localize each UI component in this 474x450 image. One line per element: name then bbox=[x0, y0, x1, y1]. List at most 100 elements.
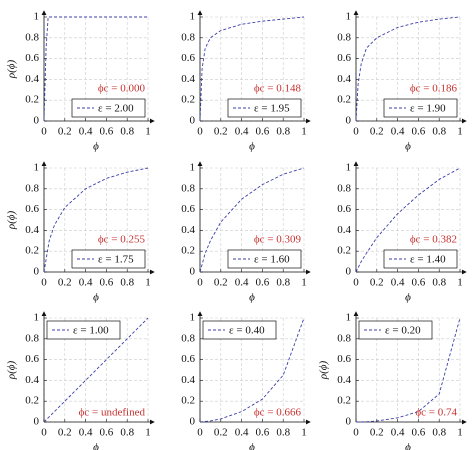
legend-box bbox=[71, 249, 146, 269]
legend: ε = 1.90 bbox=[383, 98, 458, 118]
subplot: 0 0.2 0.4 0.6 0.8 1 0 0.2 0.4 0.6 0.8 1 ϕ ρ(ϕ) ε = 1.0… bbox=[6, 311, 155, 450]
y-tick-label: 0.6 bbox=[25, 203, 39, 215]
y-tick-label: 0.8 bbox=[181, 31, 195, 43]
x-tick-label: 0.2 bbox=[58, 126, 72, 138]
y-tick-label: 0 bbox=[34, 416, 40, 428]
legend: ε = 1.95 bbox=[227, 98, 302, 118]
data-line bbox=[43, 317, 149, 423]
data-line bbox=[43, 16, 148, 122]
y-tick-label: 1 bbox=[34, 312, 40, 324]
x-tick-label: 0.8 bbox=[276, 277, 290, 289]
x-tick-label: 0.4 bbox=[235, 126, 249, 138]
y-tick-label: 0.8 bbox=[337, 182, 351, 194]
legend-box bbox=[227, 98, 302, 118]
x-tick-label: 0.8 bbox=[432, 277, 446, 289]
annotation: ϕc = 0.186 bbox=[410, 83, 458, 95]
legend-box bbox=[358, 320, 433, 340]
y-tick-label: 0.2 bbox=[25, 94, 39, 106]
x-tick-label: 0.8 bbox=[432, 126, 446, 138]
x-tick-label: 0.4 bbox=[391, 427, 405, 439]
legend-label: ε = 1.90 bbox=[410, 103, 446, 115]
y-tick-label: 1 bbox=[34, 11, 40, 23]
x-tick-label: 0.4 bbox=[79, 277, 93, 289]
data-line bbox=[43, 167, 149, 273]
subplot: 0 0.2 0.4 0.6 0.8 1 0 0.2 0.4 0.6 0.8 1 ϕ ε = 0.40 ϕc … bbox=[181, 311, 311, 450]
x-axis-label: ϕ bbox=[405, 141, 411, 153]
legend-label: ε = 1.95 bbox=[254, 103, 290, 115]
y-tick-label: 0.2 bbox=[181, 245, 195, 257]
data-line bbox=[199, 16, 305, 122]
x-tick-label: 0.4 bbox=[235, 277, 249, 289]
y-tick-label: 0.6 bbox=[181, 52, 195, 64]
subplot: 0 0.2 0.4 0.6 0.8 1 0 0.2 0.4 0.6 0.8 1 ϕ ρ(ϕ) ε = 0.2… bbox=[318, 311, 467, 450]
legend-label: ε = 0.20 bbox=[385, 325, 421, 337]
data-line bbox=[356, 317, 461, 423]
y-tick-label: 1 bbox=[346, 162, 352, 174]
legend: ε = 0.40 bbox=[202, 320, 277, 340]
x-tick-label: 0 bbox=[353, 427, 359, 439]
y-tick-label: 0 bbox=[346, 115, 352, 127]
annotation: ϕc = 0.666 bbox=[254, 407, 302, 419]
x-tick-label: 0.6 bbox=[412, 427, 426, 439]
annotation: ϕc = 0.309 bbox=[254, 234, 302, 246]
x-axis-label: ϕ bbox=[93, 292, 99, 304]
x-tick-label: 0 bbox=[41, 427, 47, 439]
x-tick-label: 0 bbox=[197, 427, 203, 439]
y-axis-label: ρ(ϕ) bbox=[6, 60, 18, 80]
x-tick-label: 1 bbox=[145, 126, 151, 138]
x-tick-label: 0.4 bbox=[391, 126, 405, 138]
y-tick-label: 0.8 bbox=[25, 182, 39, 194]
data-line bbox=[199, 317, 305, 423]
annotation: ϕc = 0.382 bbox=[410, 234, 457, 246]
legend: ε = 1.60 bbox=[227, 249, 302, 269]
x-tick-label: 0.8 bbox=[276, 427, 290, 439]
x-tick-label: 0.6 bbox=[100, 126, 114, 138]
legend: ε = 2.00 bbox=[71, 98, 146, 118]
data-line bbox=[355, 167, 461, 273]
legend: ε = 1.00 bbox=[46, 320, 121, 340]
y-tick-label: 0.6 bbox=[337, 203, 351, 215]
x-tick-label: 1 bbox=[145, 277, 151, 289]
x-tick-label: 0.8 bbox=[120, 126, 134, 138]
y-tick-label: 1 bbox=[34, 162, 40, 174]
legend-label: ε = 1.60 bbox=[254, 254, 290, 266]
legend-box bbox=[46, 320, 121, 340]
y-tick-label: 0.6 bbox=[25, 353, 39, 365]
x-tick-label: 0.2 bbox=[58, 277, 72, 289]
subplot: 0 0.2 0.4 0.6 0.8 1 0 0.2 0.4 0.6 0.8 1 ϕ ε = 1.40 ϕc … bbox=[337, 161, 467, 304]
subplot: 0 0.2 0.4 0.6 0.8 1 0 0.2 0.4 0.6 0.8 1 ϕ ρ(ϕ) ε = 2.0… bbox=[6, 10, 155, 153]
y-tick-label: 0.2 bbox=[337, 245, 351, 257]
y-tick-label: 0.4 bbox=[25, 374, 39, 386]
x-tick-label: 0 bbox=[41, 126, 47, 138]
x-tick-label: 0.8 bbox=[276, 126, 290, 138]
y-axis-label: ρ(ϕ) bbox=[6, 211, 18, 231]
y-tick-label: 0 bbox=[34, 266, 40, 278]
y-tick-label: 1 bbox=[190, 162, 196, 174]
x-tick-label: 0 bbox=[353, 126, 359, 138]
y-tick-label: 0.8 bbox=[25, 332, 39, 344]
x-axis-label: ϕ bbox=[405, 442, 411, 450]
y-tick-label: 0 bbox=[346, 266, 352, 278]
data-line bbox=[355, 16, 461, 122]
x-tick-label: 1 bbox=[457, 427, 463, 439]
subplot: 0 0.2 0.4 0.6 0.8 1 0 0.2 0.4 0.6 0.8 1 ϕ ρ(ϕ) ε = 1.7… bbox=[6, 161, 155, 304]
x-tick-label: 0.2 bbox=[214, 277, 228, 289]
legend-box bbox=[227, 249, 302, 269]
legend-box bbox=[383, 98, 458, 118]
x-tick-label: 0.6 bbox=[256, 126, 270, 138]
data-line bbox=[199, 167, 305, 273]
y-tick-label: 0 bbox=[34, 115, 40, 127]
x-tick-label: 0 bbox=[41, 277, 47, 289]
y-tick-label: 0.6 bbox=[181, 203, 195, 215]
legend: ε = 1.75 bbox=[71, 249, 146, 269]
x-axis-label: ϕ bbox=[249, 292, 255, 304]
subplot: 0 0.2 0.4 0.6 0.8 1 0 0.2 0.4 0.6 0.8 1 ϕ ε = 1.95 ϕc … bbox=[181, 10, 311, 153]
y-tick-label: 0.4 bbox=[337, 224, 351, 236]
y-tick-label: 0.4 bbox=[181, 224, 195, 236]
y-tick-label: 0.8 bbox=[181, 332, 195, 344]
y-tick-label: 0.4 bbox=[337, 374, 351, 386]
y-tick-label: 0.6 bbox=[181, 353, 195, 365]
x-tick-label: 0.6 bbox=[412, 126, 426, 138]
y-axis-label: ρ(ϕ) bbox=[318, 361, 330, 381]
y-tick-label: 0.6 bbox=[337, 52, 351, 64]
